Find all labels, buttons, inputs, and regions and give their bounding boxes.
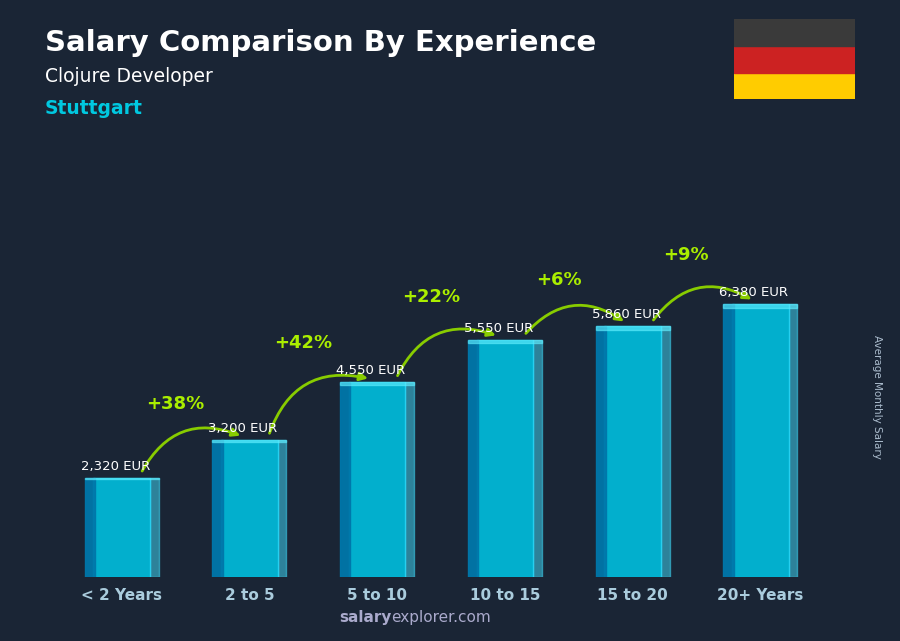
Text: salary: salary [339,610,392,625]
Text: Salary Comparison By Experience: Salary Comparison By Experience [45,29,596,57]
Bar [94,478,149,577]
Text: +42%: +42% [274,334,332,352]
Bar [212,440,222,577]
Bar [468,340,542,344]
Text: 6,380 EUR: 6,380 EUR [719,286,788,299]
Bar [724,304,733,577]
Bar [212,440,286,442]
Bar [596,326,606,577]
Bar [734,46,855,72]
FancyArrowPatch shape [398,329,493,376]
Text: 5,860 EUR: 5,860 EUR [591,308,661,321]
FancyArrowPatch shape [653,287,749,320]
Text: 2,320 EUR: 2,320 EUR [81,460,150,472]
Text: +38%: +38% [146,395,204,413]
Text: 5,550 EUR: 5,550 EUR [464,322,533,335]
Bar [349,383,405,577]
Bar [340,383,350,577]
Text: explorer.com: explorer.com [392,610,491,625]
Bar [221,440,277,577]
Bar [788,304,797,577]
Bar [734,19,855,46]
Bar [477,340,533,577]
Text: Clojure Developer: Clojure Developer [45,67,213,87]
Bar [734,72,855,99]
Bar [468,340,478,577]
Bar [661,326,670,577]
Bar [85,478,95,577]
Bar [605,326,661,577]
Bar [405,383,414,577]
Bar [724,304,797,308]
Bar [149,478,158,577]
Bar [340,383,414,385]
Text: Average Monthly Salary: Average Monthly Salary [872,335,883,460]
Text: 3,200 EUR: 3,200 EUR [209,422,277,435]
FancyArrowPatch shape [269,373,365,433]
Bar [733,304,788,577]
FancyArrowPatch shape [142,428,238,471]
Text: +6%: +6% [536,271,581,289]
Bar [596,326,670,330]
Text: +22%: +22% [401,288,460,306]
Text: Stuttgart: Stuttgart [45,99,143,119]
Text: +9%: +9% [663,246,709,263]
Bar [533,340,542,577]
Bar [85,478,158,479]
Text: 4,550 EUR: 4,550 EUR [337,364,405,378]
Bar [277,440,286,577]
FancyArrowPatch shape [526,305,621,333]
